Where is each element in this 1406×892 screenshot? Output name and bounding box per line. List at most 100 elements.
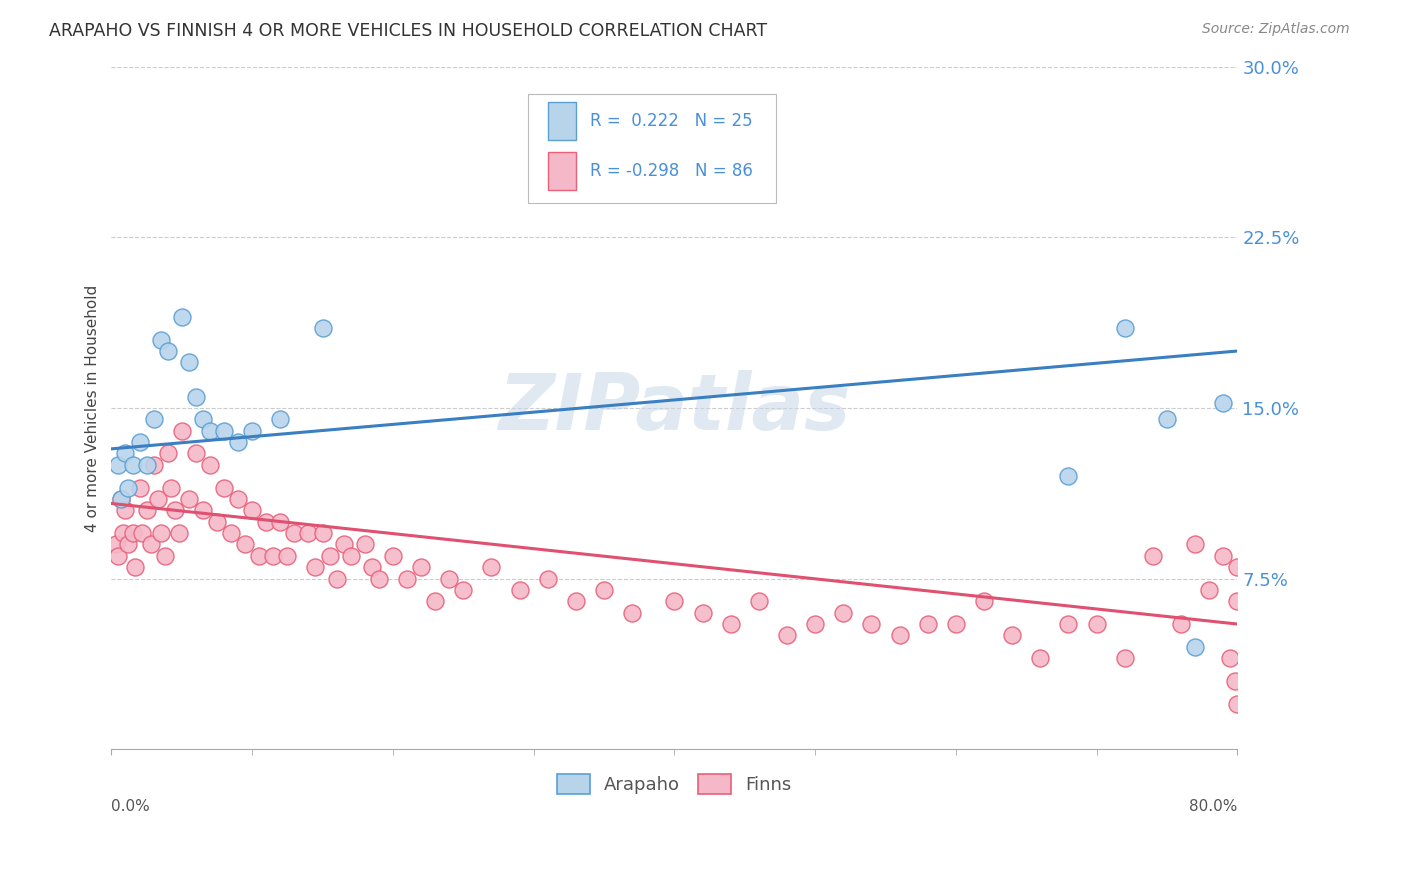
Point	[121, 526, 143, 541]
Point	[240, 424, 263, 438]
Point	[149, 526, 172, 541]
Y-axis label: 4 or more Vehicles in Household: 4 or more Vehicles in Household	[86, 285, 100, 532]
Point	[945, 617, 967, 632]
Point	[1219, 651, 1241, 665]
Point	[121, 458, 143, 472]
Point	[276, 549, 298, 563]
Point	[339, 549, 361, 563]
Point	[748, 594, 770, 608]
Point	[191, 503, 214, 517]
Point	[318, 549, 340, 563]
Text: 80.0%: 80.0%	[1189, 799, 1237, 814]
Point	[311, 321, 333, 335]
Point	[1057, 617, 1080, 632]
Point	[1226, 697, 1249, 711]
Point	[664, 594, 686, 608]
Point	[269, 412, 291, 426]
Point	[1142, 549, 1164, 563]
Point	[156, 446, 179, 460]
Point	[111, 526, 134, 541]
Point	[135, 503, 157, 517]
Point	[198, 424, 221, 438]
Point	[353, 537, 375, 551]
Point	[1156, 412, 1178, 426]
Point	[537, 572, 560, 586]
Point	[1198, 582, 1220, 597]
Point	[153, 549, 176, 563]
Point	[1223, 673, 1246, 688]
Point	[395, 572, 418, 586]
Point	[283, 526, 305, 541]
Point	[114, 446, 136, 460]
Point	[832, 606, 855, 620]
Point	[451, 582, 474, 597]
Point	[170, 310, 193, 324]
Point	[776, 628, 799, 642]
Point	[139, 537, 162, 551]
Point	[509, 582, 531, 597]
Point	[163, 503, 186, 517]
Point	[167, 526, 190, 541]
Point	[593, 582, 616, 597]
Point	[198, 458, 221, 472]
Point	[142, 458, 165, 472]
Point	[110, 491, 132, 506]
Point	[409, 560, 432, 574]
Bar	[529, 94, 776, 203]
Point	[110, 491, 132, 506]
Point	[297, 526, 319, 541]
Point	[124, 560, 146, 574]
Bar	[548, 103, 576, 140]
Point	[621, 606, 644, 620]
Point	[360, 560, 382, 574]
Point	[262, 549, 284, 563]
Point	[1114, 321, 1136, 335]
Point	[367, 572, 389, 586]
Point	[1057, 469, 1080, 483]
Bar	[548, 153, 576, 190]
Point	[481, 560, 503, 574]
Point	[212, 481, 235, 495]
Point	[269, 515, 291, 529]
Point	[226, 491, 249, 506]
Point	[219, 526, 242, 541]
Point	[565, 594, 588, 608]
Legend: Arapaho, Finns: Arapaho, Finns	[550, 766, 799, 802]
Point	[233, 537, 256, 551]
Point	[247, 549, 270, 563]
Point	[114, 503, 136, 517]
Point	[131, 526, 153, 541]
Point	[205, 515, 228, 529]
Point	[117, 537, 139, 551]
Point	[117, 481, 139, 495]
Point	[142, 412, 165, 426]
Point	[1029, 651, 1052, 665]
Text: Source: ZipAtlas.com: Source: ZipAtlas.com	[1202, 22, 1350, 37]
Point	[973, 594, 995, 608]
Point	[1001, 628, 1024, 642]
Text: ARAPAHO VS FINNISH 4 OR MORE VEHICLES IN HOUSEHOLD CORRELATION CHART: ARAPAHO VS FINNISH 4 OR MORE VEHICLES IN…	[49, 22, 768, 40]
Point	[226, 435, 249, 450]
Point	[107, 549, 129, 563]
Point	[156, 344, 179, 359]
Point	[135, 458, 157, 472]
Point	[804, 617, 827, 632]
Point	[184, 390, 207, 404]
Point	[1226, 594, 1249, 608]
Point	[889, 628, 911, 642]
Point	[1085, 617, 1108, 632]
Text: 0.0%: 0.0%	[111, 799, 150, 814]
Point	[191, 412, 214, 426]
Point	[304, 560, 326, 574]
Point	[860, 617, 883, 632]
Point	[128, 435, 150, 450]
Point	[159, 481, 181, 495]
Point	[1226, 560, 1249, 574]
Point	[311, 526, 333, 541]
Point	[692, 606, 714, 620]
Point	[1212, 396, 1234, 410]
Point	[240, 503, 263, 517]
Point	[1212, 549, 1234, 563]
Point	[146, 491, 169, 506]
Point	[1184, 537, 1206, 551]
